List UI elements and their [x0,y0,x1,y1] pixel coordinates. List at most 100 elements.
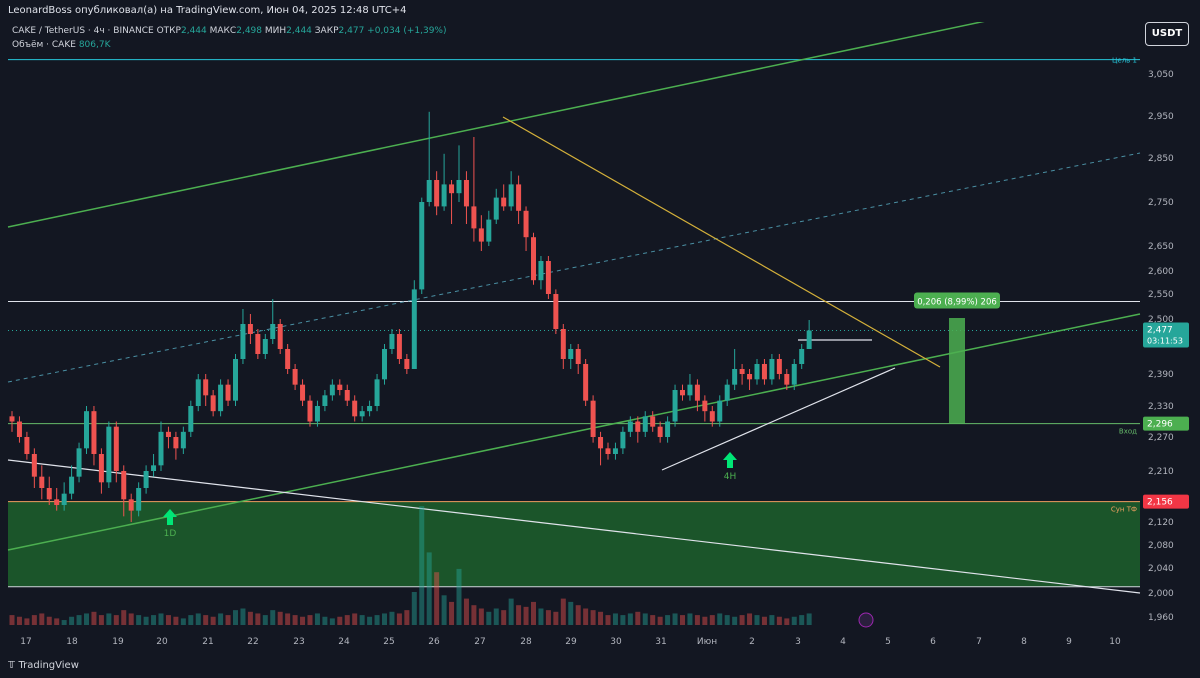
candle-body [411,289,417,369]
candle-body [486,219,492,242]
x-tick-label: 4 [840,637,846,647]
channel-upper [7,22,985,228]
candle-body [31,454,37,477]
volume-bar [560,598,566,625]
volume-bar [672,613,678,625]
last-price-tag: 2,477 [1147,326,1173,336]
volume-bar [165,615,171,625]
volume-bar [732,616,738,625]
candle-body [665,421,671,437]
arrow-4h-label: 4H [724,472,737,482]
candle-body [635,421,641,432]
x-tick-label: 30 [610,637,622,647]
volume-bar [598,611,604,625]
candle-body [374,379,380,406]
candle-body [389,334,395,349]
candle-body [672,390,678,422]
volume-bar [314,613,320,625]
chart-svg[interactable]: 1D 4H 3,050 2,950 2,850 2,750 2,650 2,600 2,550 2… [0,22,1200,652]
candle-body [344,390,350,401]
descending-line [7,459,1141,594]
candle-body [463,180,469,207]
volume-bar [210,616,216,625]
candle-body [195,379,201,406]
candle-body [590,400,596,437]
candle-body [84,411,89,449]
candle-body [791,364,797,385]
volume-bar [404,610,410,625]
candle-body [687,384,693,396]
volume-bar [61,620,67,625]
volume-bar [128,613,134,625]
candle-body [612,448,618,454]
volume-bar [754,615,760,625]
candle-body [151,465,157,471]
volume-bar [583,608,589,625]
candle-body [560,329,566,359]
entry-price-tag-bg [1143,416,1189,431]
close-label: ЗАКР [314,26,339,36]
volume-bar [98,615,104,625]
volume-bar [195,613,201,625]
price-chart[interactable]: 1D 4H 3,050 2,950 2,850 2,750 2,650 2,600 2,550 2… [0,22,1200,652]
candle-body [784,374,790,385]
candle-body [359,411,365,417]
candle-body [16,421,22,437]
x-tick-label: 19 [112,637,124,647]
candle-body [54,499,60,505]
candle-body [434,180,440,207]
volume-bar [143,616,149,625]
volume-bar [769,615,775,625]
volume-bar [702,616,708,625]
last-price-tag-sub: 03:11:53 [1147,337,1183,346]
volume-bar [285,613,291,625]
level-label: Вход [1119,428,1137,436]
arrow-1d-label: 1D [164,529,177,539]
volume-bar [84,613,89,625]
candle-body [531,237,536,281]
volume-bar [121,610,127,625]
volume-bar [486,611,492,625]
candle-body [501,197,507,207]
symbol-legend: CAKE / TetherUS · 4ч · BINANCE ОТКР2,444… [12,26,447,36]
candle-body [545,261,551,294]
currency-button[interactable]: USDT [1145,22,1189,46]
candle-body [575,349,581,364]
volume-bar [203,615,209,625]
volume-bar [426,552,432,625]
candle-body [396,334,402,359]
volume-bar [411,592,417,625]
volume-bar [106,613,112,625]
x-tick-label: 29 [565,637,577,647]
y-tick-label: 2,000 [1148,589,1174,599]
candle-body [620,431,626,449]
volume-bar [300,616,306,625]
volume-bar [322,616,328,625]
volume-bar [180,618,186,625]
candle-body [516,184,522,211]
volume-bar [419,506,425,625]
volume-bar [9,615,15,625]
candle-body [300,384,306,401]
volume-bar [471,605,477,625]
x-tick-label: 9 [1066,637,1072,647]
candle-body [218,384,224,412]
candle-body [732,369,738,385]
y-tick-label: 2,040 [1148,564,1174,574]
volume-bar [262,615,268,625]
x-tick-label: 5 [885,637,891,647]
candle-body [98,454,104,483]
y-tick-label: 1,960 [1148,613,1174,623]
entry-price-tag: 2,296 [1147,420,1173,430]
volume-value: 806,7K [78,40,111,50]
volume-bar [46,616,52,625]
x-tick-label: Июн [697,637,717,647]
x-tick-label: 6 [930,637,936,647]
candle-body [739,369,745,374]
volume-bar [337,616,343,625]
candle-body [113,426,119,471]
candle-body [568,349,574,359]
x-tick-label: 10 [1109,637,1121,647]
x-tick-label: 20 [156,637,168,647]
volume-bar [151,615,157,625]
